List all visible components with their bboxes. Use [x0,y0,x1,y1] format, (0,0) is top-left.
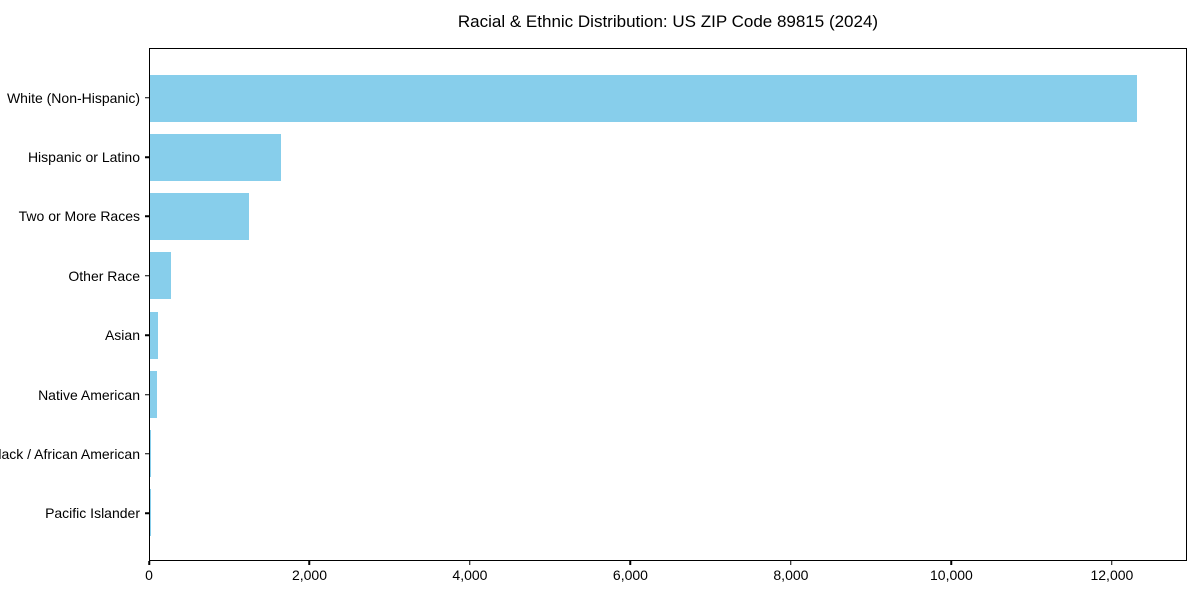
y-axis-row: Hispanic or Latino [0,127,149,186]
y-axis-tick [145,334,149,336]
y-axis-label: White (Non-Hispanic) [6,89,140,106]
bar [150,429,151,477]
y-axis-tick [145,215,149,218]
x-axis-tick-label: 6,000 [612,567,648,583]
x-axis-tick-label: 12,000 [1090,567,1134,583]
x-axis-tick [950,561,953,565]
y-axis-label: Hispanic or Latino [27,149,140,166]
x-axis-tick [629,561,632,565]
y-axis-row: Pacific Islander [0,484,149,543]
bar-row [150,424,1186,483]
bar [150,75,1137,123]
bar [150,370,157,418]
y-axis-row: Asian [0,306,149,365]
bar-row [150,187,1186,246]
y-axis-row: Black / African American [0,424,149,483]
bar-row [150,483,1186,542]
y-axis-row: Native American [0,365,149,424]
bar-row [150,306,1186,365]
y-axis-label: Other Race [68,267,140,284]
x-axis-tick-label: 8,000 [773,567,809,583]
bar-row [150,246,1186,305]
x-axis-tick-label: 4,000 [452,567,488,583]
y-axis-tick [145,156,149,158]
y-axis-tick [145,275,149,277]
x-axis-tick [469,561,471,565]
bar [150,252,171,300]
bar [150,134,281,182]
x-axis-tick-label: 0 [145,567,153,583]
x-axis-tick [790,561,792,565]
bar-row [150,69,1186,128]
x-axis-tick-label: 10,000 [929,567,973,583]
chart-title: Racial & Ethnic Distribution: US ZIP Cod… [457,12,879,31]
x-axis-tick [308,561,311,565]
plot-area [149,48,1187,561]
bar-row [150,365,1186,424]
bar [150,311,158,359]
y-axis-label: Asian [104,327,140,344]
y-axis-row: Two or More Races [0,187,149,246]
x-axis-tick [1111,561,1113,565]
y-axis-row: White (Non-Hispanic) [0,68,149,127]
x-axis-tick-label: 2,000 [291,567,327,583]
bar-row [150,128,1186,187]
x-axis-tick [148,561,150,565]
x-axis: 0 2,000 4,000 6,000 8,000 10,000 12,000 [145,561,1187,593]
y-axis-tick [145,393,149,396]
y-axis-label: Two or More Races [18,208,140,225]
bar [150,193,249,241]
bars-container [150,69,1186,542]
y-axis: White (Non-Hispanic) Hispanic or Latino Tw… [0,68,149,543]
y-axis-tick [145,512,149,515]
y-axis-label: Black / African American [0,445,140,462]
y-axis-row: Other Race [0,246,149,305]
y-axis-tick [145,453,149,455]
y-axis-tick [145,96,149,99]
y-axis-label: Pacific Islander [45,505,140,522]
y-axis-label: Native American [38,386,140,403]
